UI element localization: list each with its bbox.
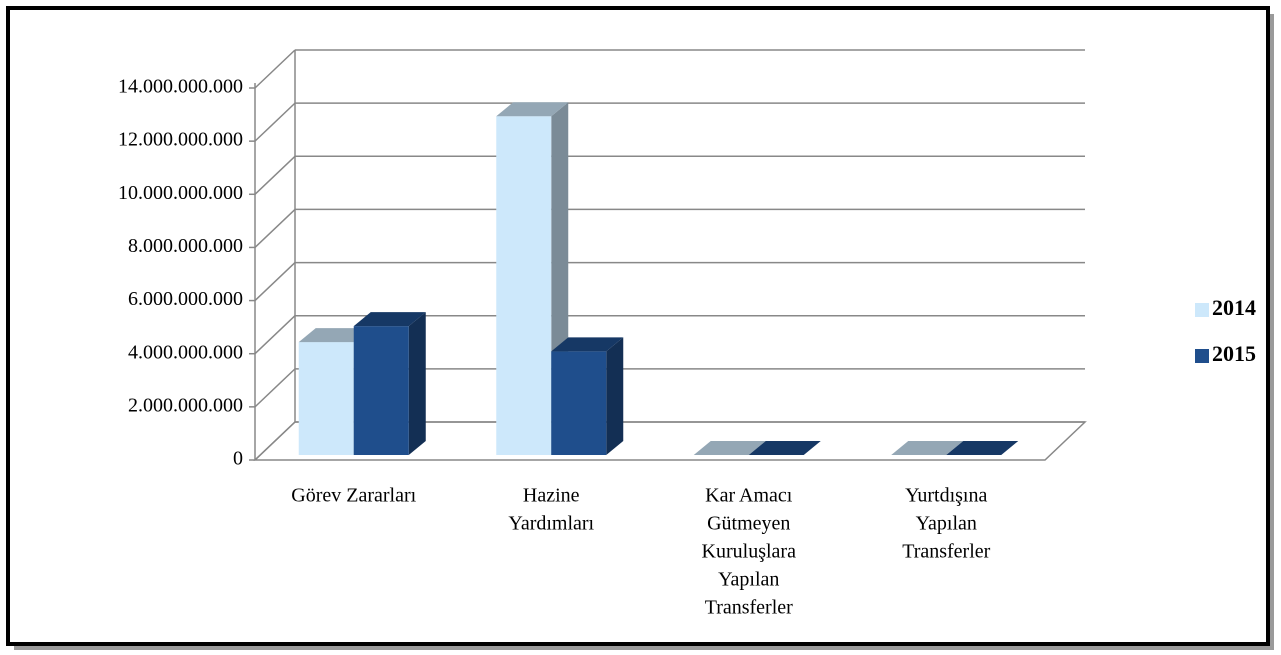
bar-top xyxy=(298,328,371,343)
y-tick-label: 12.000.000.000 xyxy=(118,129,243,151)
legend-label: 2014 xyxy=(1212,295,1256,320)
x-tick-label: Yardımları xyxy=(508,513,594,535)
x-tick-label: Transferler xyxy=(902,541,990,563)
legend-swatch xyxy=(1195,349,1209,363)
bar-side xyxy=(606,337,624,455)
frame xyxy=(6,6,1270,646)
legend-swatch xyxy=(1195,303,1209,317)
y-tick-label: 0 xyxy=(233,448,243,470)
bar-top xyxy=(353,312,426,327)
grid-line xyxy=(254,49,296,89)
x-tick-label: Yapılan xyxy=(916,513,977,535)
grid-line xyxy=(254,102,296,142)
y-tick-label: 8.000.000.000 xyxy=(128,235,243,257)
grid-line xyxy=(254,368,296,408)
x-tick-label: Yapılan xyxy=(718,569,779,591)
bar-top xyxy=(946,441,1019,455)
bar-top xyxy=(693,441,766,455)
grid-line xyxy=(254,315,296,355)
x-tick-label: Kuruluşlara xyxy=(702,541,797,563)
grid-line xyxy=(254,155,296,195)
y-tick-label: 14.000.000.000 xyxy=(118,76,243,98)
y-tick-label: 4.000.000.000 xyxy=(128,341,243,363)
bar-top xyxy=(748,441,821,455)
x-tick-label: Gütmeyen xyxy=(707,513,790,535)
grid-line xyxy=(254,262,296,302)
x-tick-label: Yurtdışına xyxy=(905,485,987,507)
y-tick-label: 2.000.000.000 xyxy=(128,394,243,416)
bar-top xyxy=(496,102,569,117)
bar xyxy=(353,326,409,455)
bar xyxy=(551,351,607,455)
bar-top xyxy=(551,337,624,352)
y-tick-label: 10.000.000.000 xyxy=(118,182,243,204)
bar xyxy=(298,342,354,455)
x-tick-label: Transferler xyxy=(705,597,793,619)
x-tick-label: Kar Amacı xyxy=(705,485,793,507)
x-tick-label: Görev Zararları xyxy=(291,485,416,507)
legend-label: 2015 xyxy=(1212,341,1256,366)
bar-top xyxy=(891,441,964,455)
grid-line xyxy=(254,421,296,461)
x-tick-label: Hazine xyxy=(523,485,580,507)
grid-line xyxy=(254,208,296,248)
bar xyxy=(496,116,552,455)
y-tick-label: 6.000.000.000 xyxy=(128,288,243,310)
bar-side xyxy=(408,312,426,455)
